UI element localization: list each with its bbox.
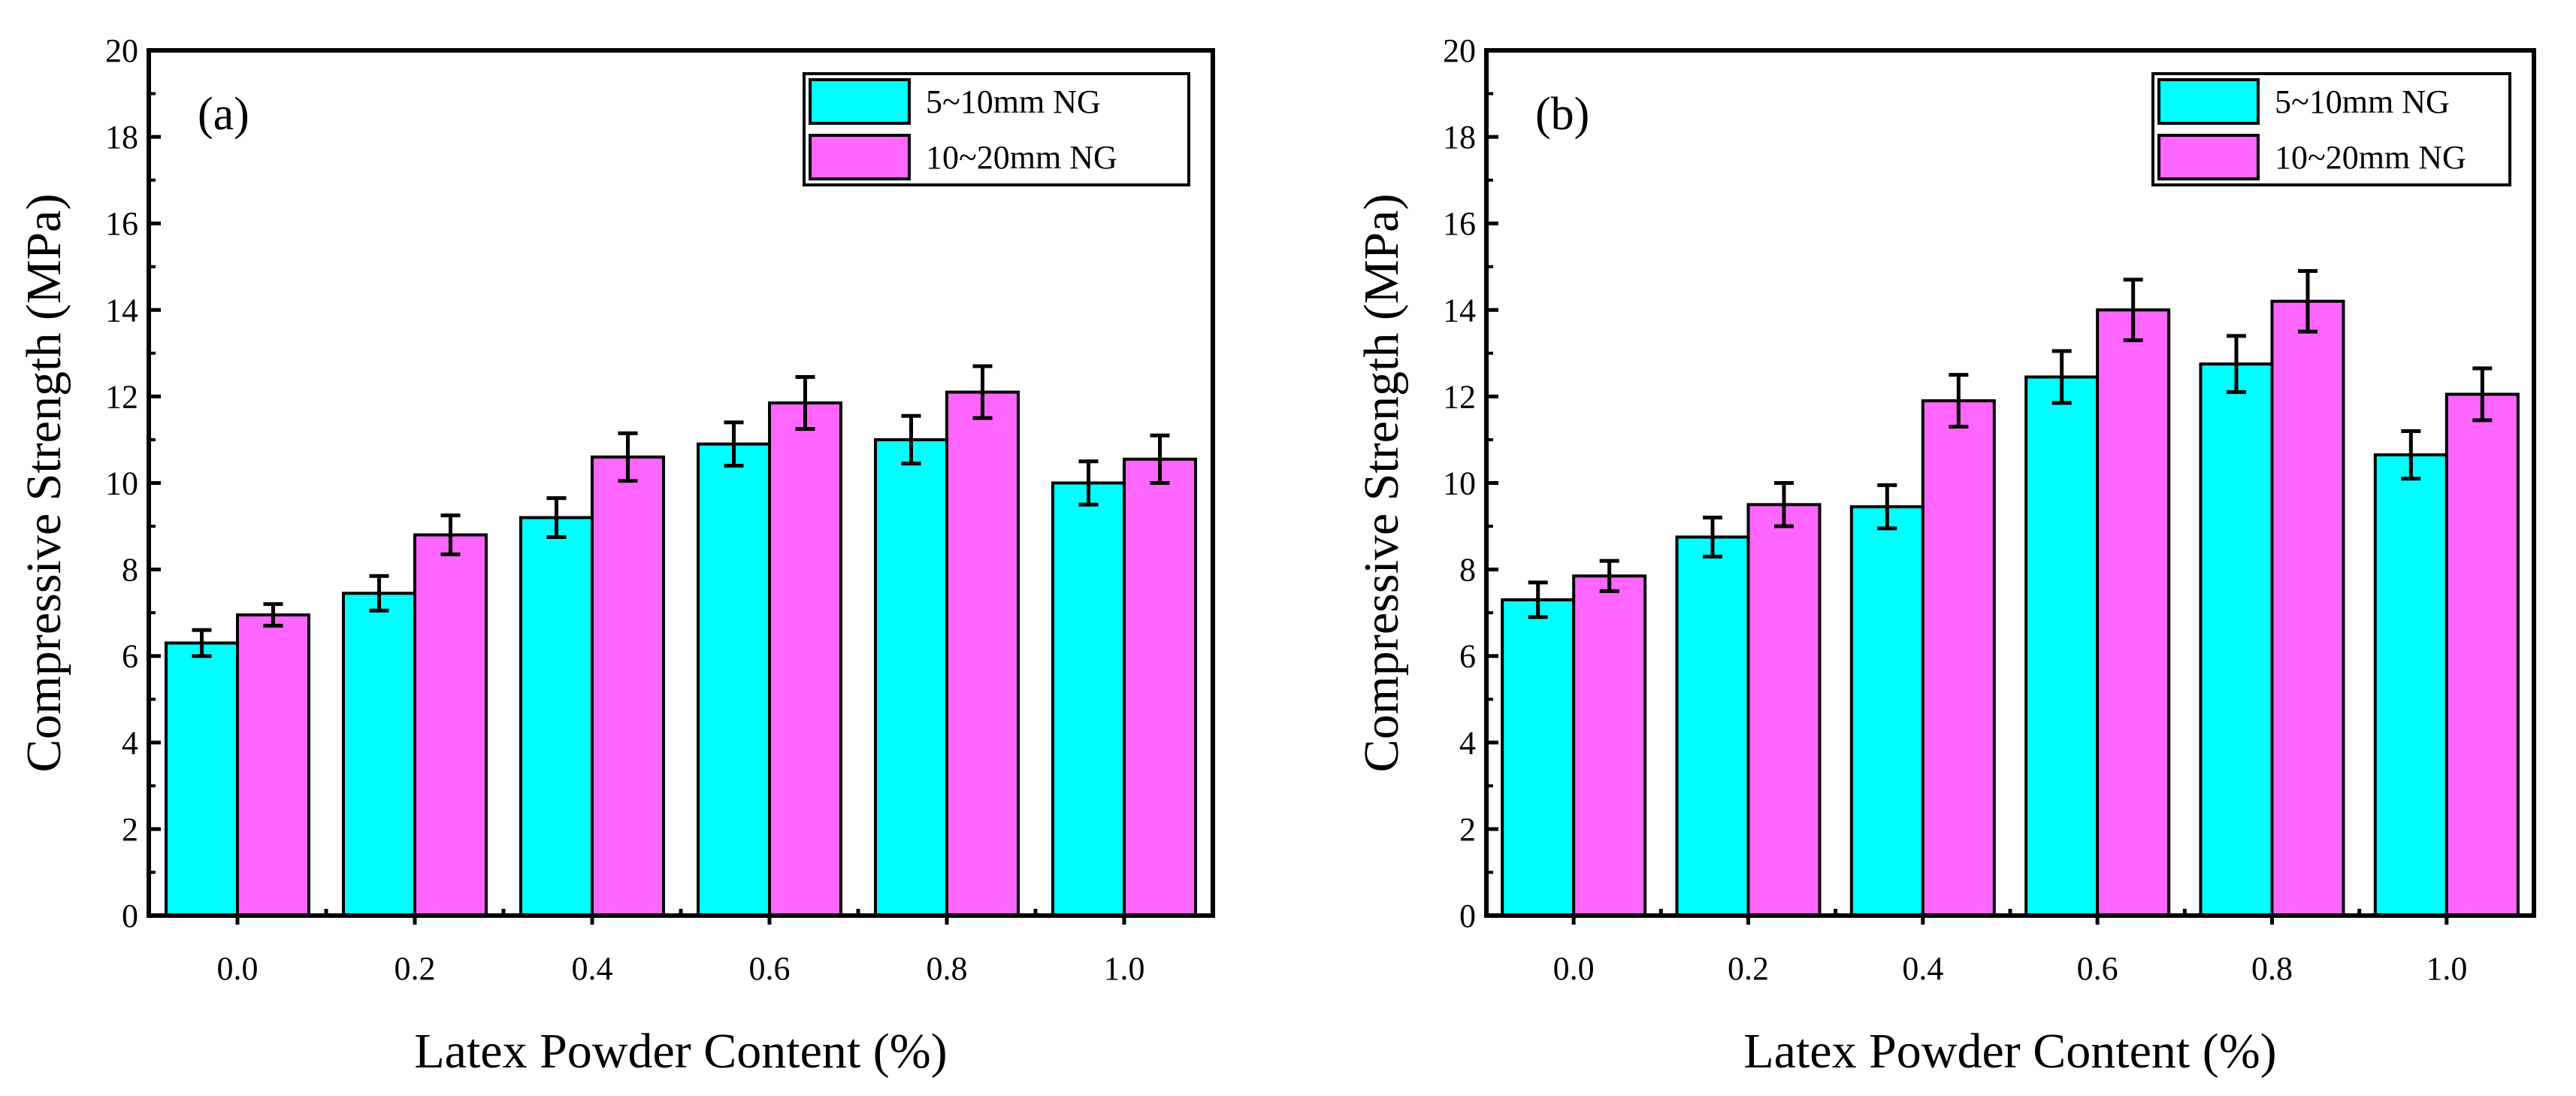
y-tick-label-5: 10 xyxy=(105,465,138,502)
legend-swatch-0 xyxy=(2157,78,2260,125)
chart-panel-b: 0 2 4 6 8 10 12 14 16 18 20 0.0 0.2 0.4 0.6 0.8 1.0 Latex… xyxy=(1354,32,2536,1079)
y-axis-title: Compressive Strength (MPa) xyxy=(17,194,71,773)
chart-panel-a: 0 2 4 6 8 10 12 14 16 18 20 0.0 0.2 0.4 0.6 0.8 1.0 Latex… xyxy=(17,32,1215,1079)
bar-s0-2 xyxy=(1849,505,1924,917)
legend-label-1: 10~20mm NG xyxy=(926,139,1117,176)
x-axis-title: Latex Powder Content (%) xyxy=(1743,1024,2276,1079)
bar-s1-3 xyxy=(768,401,842,917)
bar-s1-5 xyxy=(2444,392,2520,917)
y-tick-label-7: 14 xyxy=(105,292,138,328)
bar-s1-1 xyxy=(1746,503,1822,917)
legend-label-0: 5~10mm NG xyxy=(926,83,1101,120)
bar-s0-4 xyxy=(874,437,948,917)
bar-s1-5 xyxy=(1123,457,1197,917)
x-tick-label-4: 0.8 xyxy=(927,950,968,987)
bar-s1-4 xyxy=(2270,299,2345,918)
bar-s0-5 xyxy=(2373,453,2448,917)
bar-s0-0 xyxy=(165,641,239,917)
bar-s0-0 xyxy=(1501,598,1576,917)
x-axis-title: Latex Powder Content (%) xyxy=(414,1024,947,1079)
y-tick-label-0: 0 xyxy=(1459,898,1476,934)
y-tick-label-5: 10 xyxy=(1443,465,1476,502)
x-tick-label-4: 0.8 xyxy=(2251,950,2293,987)
legend-label-1: 10~20mm NG xyxy=(2275,139,2466,176)
x-tick-label-5: 1.0 xyxy=(1104,950,1145,987)
panel-label: (a) xyxy=(198,89,249,140)
y-tick-label-9: 18 xyxy=(1443,119,1476,156)
legend-label-0: 5~10mm NG xyxy=(2275,83,2450,120)
x-tick-label-1: 0.2 xyxy=(1728,950,1769,987)
bar-s1-1 xyxy=(413,533,488,917)
legend-swatch-1 xyxy=(2157,134,2260,180)
y-tick-label-6: 12 xyxy=(105,378,138,415)
bar-s1-0 xyxy=(236,613,310,918)
bar-s1-3 xyxy=(2096,308,2171,917)
x-tick-label-2: 0.4 xyxy=(1902,950,1943,987)
y-tick-label-1: 2 xyxy=(122,811,138,848)
x-tick-label-3: 0.6 xyxy=(2077,950,2118,987)
x-tick-label-0: 0.0 xyxy=(1553,950,1595,987)
bar-s0-3 xyxy=(697,442,771,917)
bar-s0-3 xyxy=(2024,375,2100,917)
y-tick-label-1: 2 xyxy=(1459,811,1476,848)
bar-s0-1 xyxy=(1675,535,1750,917)
bar-s0-5 xyxy=(1051,481,1126,917)
legend-swatch-0 xyxy=(809,78,911,125)
y-tick-label-3: 6 xyxy=(122,638,138,675)
y-tick-label-9: 18 xyxy=(105,119,138,156)
x-tick-label-3: 0.6 xyxy=(749,950,791,987)
y-tick-label-0: 0 xyxy=(122,898,138,934)
y-tick-label-4: 8 xyxy=(1459,552,1476,589)
legend-swatch-1 xyxy=(809,134,911,180)
y-tick-label-2: 4 xyxy=(1459,725,1476,761)
bar-s1-0 xyxy=(1572,574,1647,917)
bar-s0-2 xyxy=(519,516,594,917)
y-tick-label-8: 16 xyxy=(1443,205,1476,242)
x-tick-label-1: 0.2 xyxy=(395,950,436,987)
x-tick-label-2: 0.4 xyxy=(572,950,613,987)
bar-s1-4 xyxy=(945,390,1020,917)
y-tick-label-10: 20 xyxy=(1443,32,1476,69)
bar-s1-2 xyxy=(1921,399,1996,917)
bar-s0-1 xyxy=(342,592,416,917)
y-tick-label-6: 12 xyxy=(1443,378,1476,415)
panel-label: (b) xyxy=(1535,89,1589,140)
y-tick-label-2: 4 xyxy=(122,725,138,761)
x-tick-label-0: 0.0 xyxy=(217,950,259,987)
y-tick-label-7: 14 xyxy=(1443,292,1476,328)
x-tick-label-5: 1.0 xyxy=(2426,950,2467,987)
y-axis-title: Compressive Strength (MPa) xyxy=(1354,194,1409,773)
y-tick-label-4: 8 xyxy=(122,552,138,589)
y-tick-label-3: 6 xyxy=(1459,638,1476,675)
bar-s0-4 xyxy=(2199,362,2274,917)
bar-s1-2 xyxy=(591,455,665,917)
y-tick-label-8: 16 xyxy=(105,205,138,242)
y-tick-label-10: 20 xyxy=(105,32,138,69)
